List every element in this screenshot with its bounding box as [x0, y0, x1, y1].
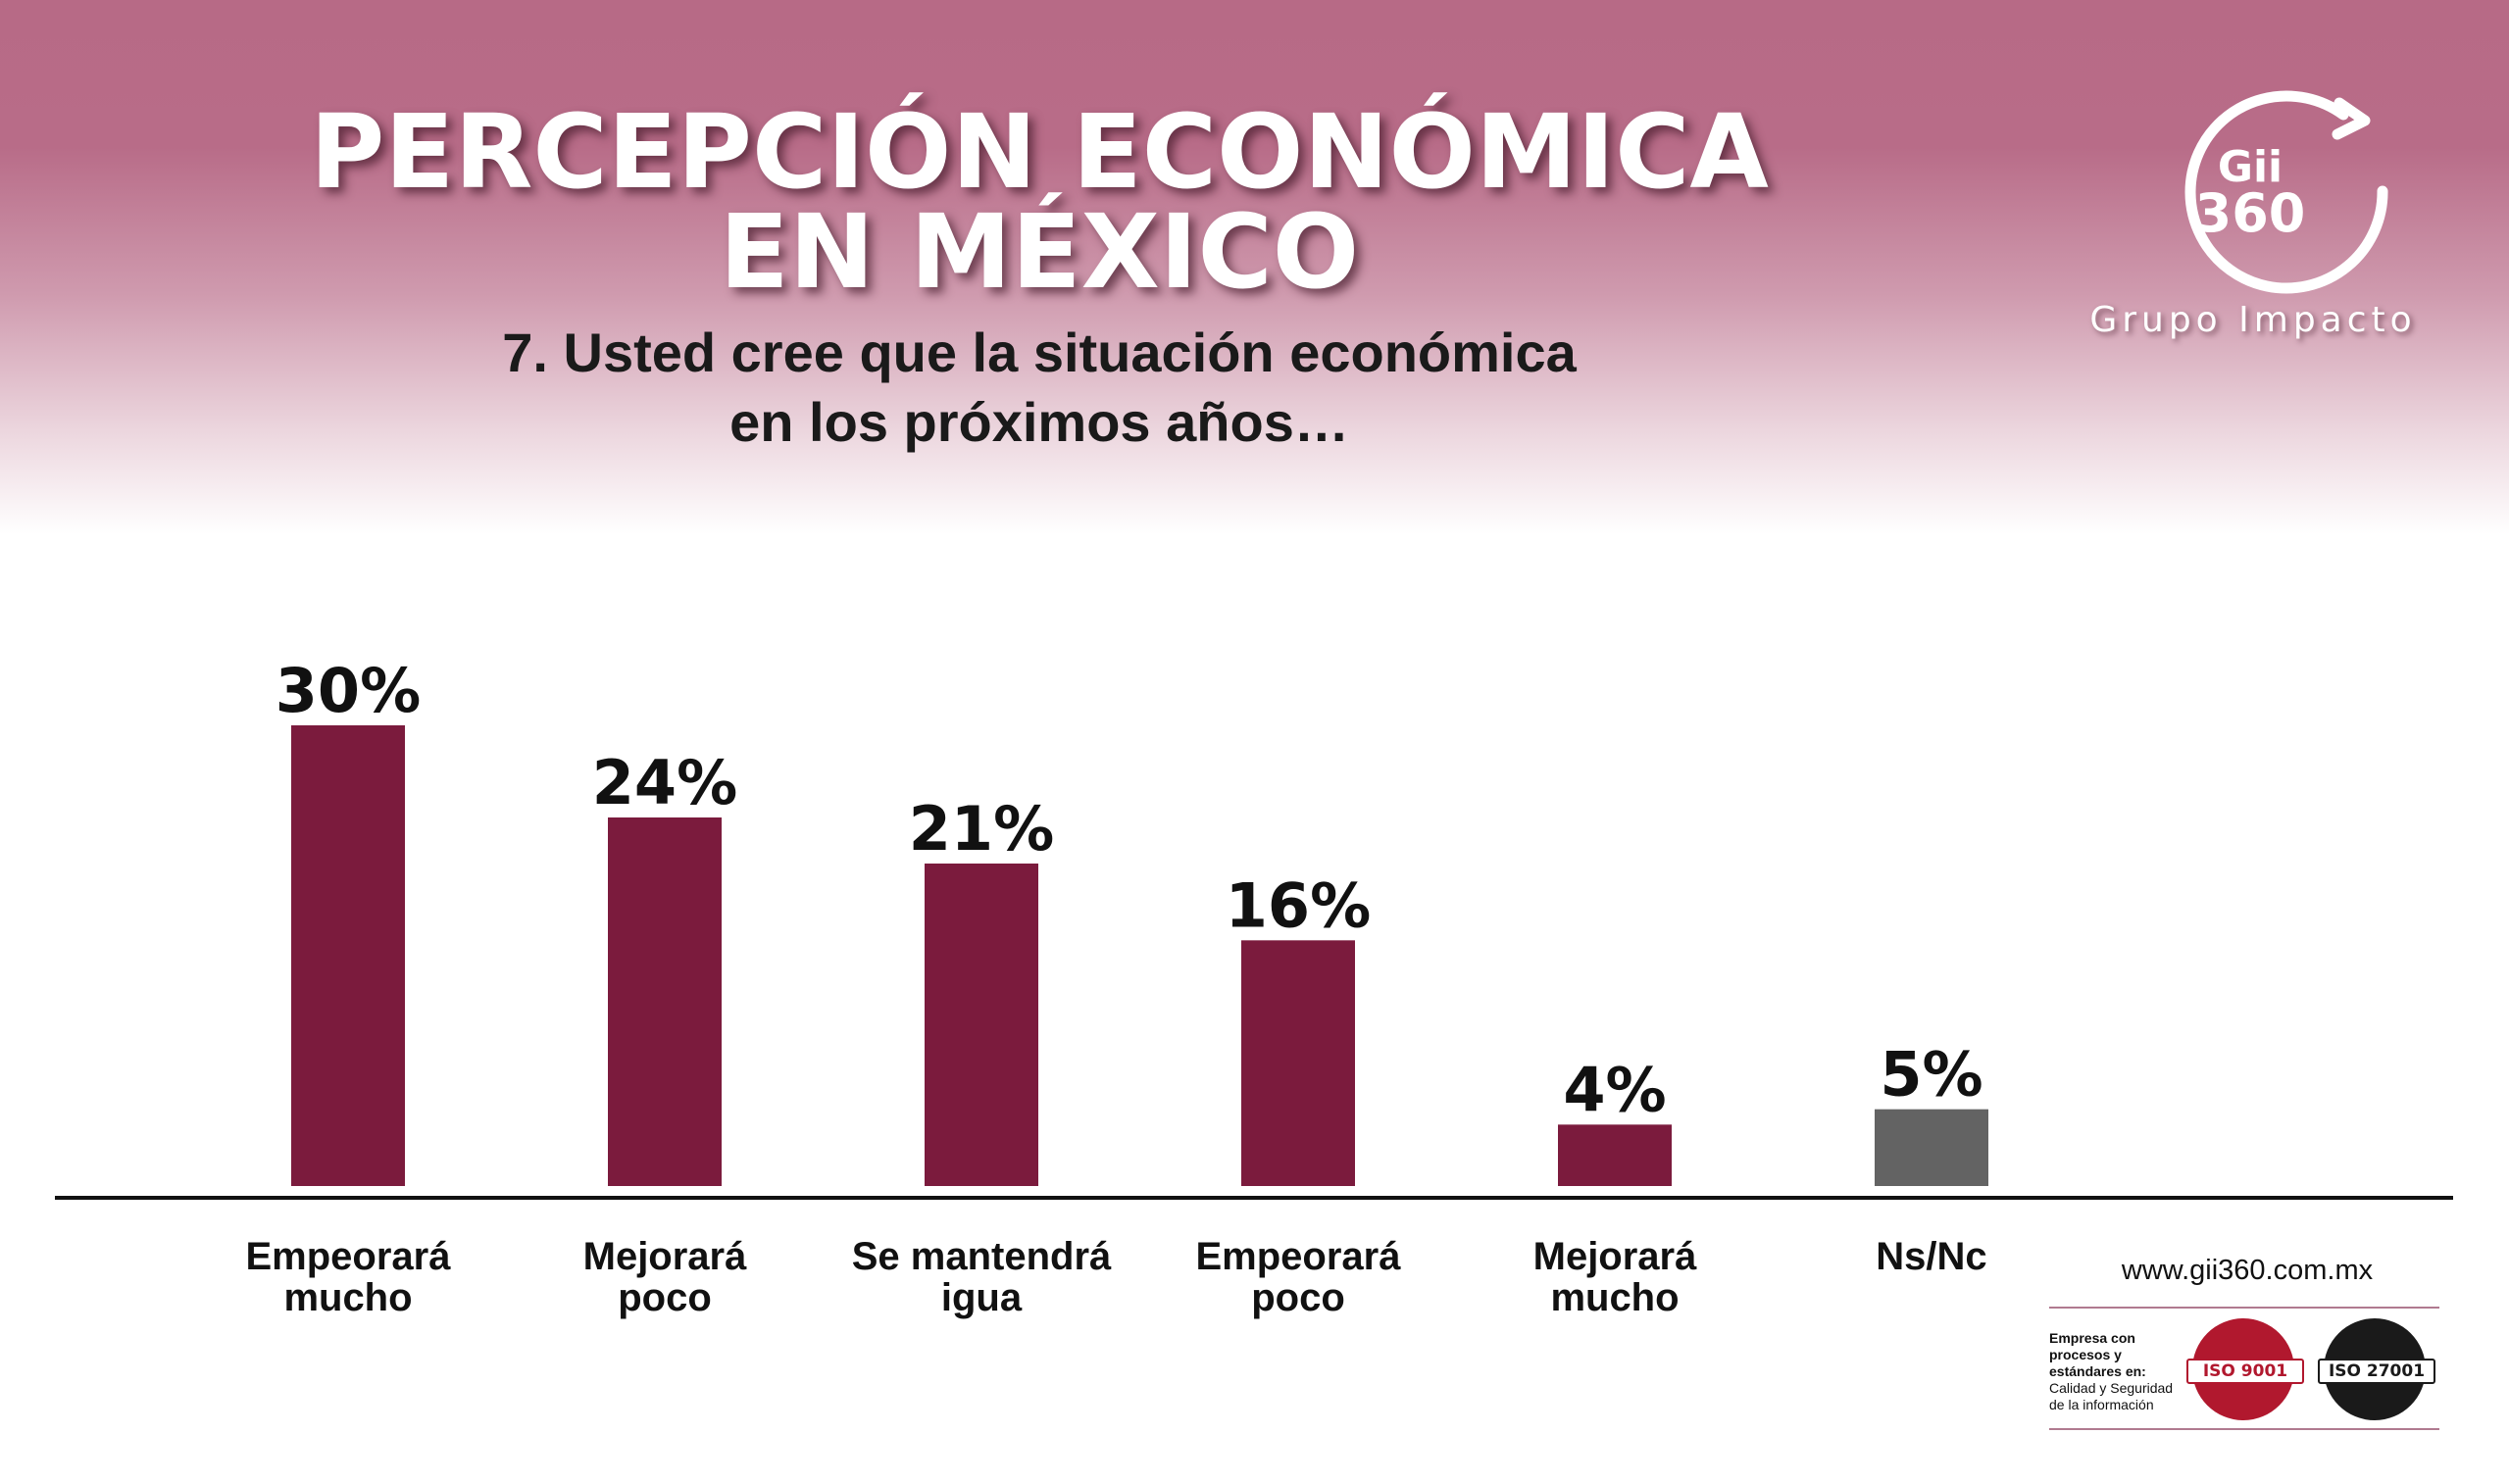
logo-text-360: 360 [2194, 182, 2306, 244]
question-line-1: 7. Usted cree que la situación económica [502, 322, 1577, 383]
category-label-3-line-2: igua [941, 1276, 1023, 1319]
bar-value-label-2: 24% [592, 747, 737, 818]
category-label-2-line-2: poco [618, 1276, 712, 1319]
bar-value-label-1: 30% [276, 655, 421, 726]
category-label-4-line-2: poco [1251, 1276, 1345, 1319]
bar-value-label-6: 5% [1880, 1039, 1982, 1111]
bar-2 [608, 817, 722, 1186]
iso-description: Empresa con procesos y estándares en: Ca… [2049, 1330, 2186, 1413]
logo-text-gii: Gii [2217, 142, 2283, 192]
iso-description-regular: Calidad y Seguridad de la información [2049, 1380, 2174, 1412]
category-label-2-line-1: Mejorará [583, 1235, 747, 1278]
iso-27001-label: ISO 27001 [2318, 1359, 2435, 1384]
category-label-4-line-1: Empeorará [1196, 1235, 1402, 1278]
bar-value-label-5: 4% [1563, 1054, 1666, 1125]
category-label-3-line-1: Se mantendrá [852, 1235, 1112, 1278]
category-label-5-line-2: mucho [1550, 1276, 1679, 1319]
category-label-5-line-1: Mejorará [1533, 1235, 1697, 1278]
bar-5 [1558, 1124, 1672, 1186]
website-url: www.gii360.com.mx [2121, 1255, 2374, 1286]
page-title-line-1: PERCEPCIÓN ECONÓMICA [310, 92, 1769, 212]
footer-divider-top [2049, 1307, 2439, 1309]
header-band [0, 0, 2509, 549]
footer-divider-bottom [2049, 1428, 2439, 1430]
bar-3 [925, 864, 1038, 1186]
bar-4 [1241, 940, 1355, 1186]
bar-value-label-3: 21% [909, 793, 1054, 865]
category-label-1-line-1: Empeorará [246, 1235, 452, 1278]
bar-1 [291, 725, 405, 1186]
bar-6 [1875, 1109, 1988, 1186]
category-label-6-line-1: Ns/Nc [1876, 1235, 1986, 1278]
page-title-line-2: EN MÉXICO [719, 192, 1360, 312]
company-name: Grupo Impacto [2089, 300, 2417, 340]
iso-description-strong: Empresa con procesos y estándares en: [2049, 1330, 2146, 1379]
gii360-logo-icon [2184, 90, 2388, 294]
category-label-1-line-2: mucho [283, 1276, 412, 1319]
iso-9001-label: ISO 9001 [2186, 1359, 2304, 1384]
question-line-2: en los próximos años… [729, 391, 1349, 453]
bar-value-label-4: 16% [1226, 869, 1371, 941]
